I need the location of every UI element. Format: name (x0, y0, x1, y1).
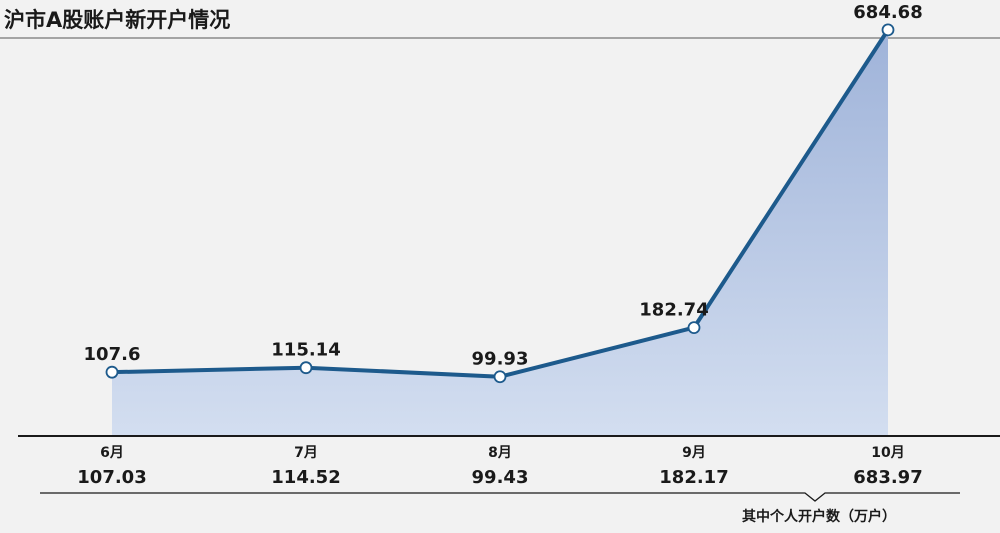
category-label-4: 9月 (682, 445, 706, 461)
secondary-value-2: 114.52 (271, 467, 340, 488)
point-label-2: 115.14 (271, 340, 340, 361)
point-label-3: 99.93 (472, 349, 529, 370)
category-label-5: 10月 (871, 445, 904, 461)
data-point-4 (687, 321, 701, 334)
secondary-value-3: 99.43 (472, 467, 529, 488)
secondary-value-layer: 107.03 114.52 99.43 182.17 683.97 (77, 467, 922, 488)
data-point-2 (299, 361, 313, 375)
marker-layer (105, 23, 895, 384)
data-point-5 (881, 23, 895, 37)
chart-title: 沪市A股账户新开户情况 (4, 8, 230, 32)
category-label-2: 7月 (294, 445, 318, 461)
area-fill (112, 29, 888, 436)
point-label-5: 684.68 (853, 2, 922, 23)
secondary-value-5: 683.97 (853, 467, 922, 488)
caption-pointer-rule (40, 492, 960, 502)
category-label-layer: 6月 7月 8月 9月 10月 (100, 445, 905, 461)
area-layer (112, 29, 888, 436)
data-point-1 (105, 365, 119, 379)
point-label-1: 107.6 (84, 344, 141, 365)
secondary-value-1: 107.03 (77, 467, 146, 488)
secondary-caption: 其中个人开户数（万户） (742, 508, 896, 525)
point-label-4: 182.74 (639, 300, 708, 321)
category-label-3: 8月 (488, 445, 512, 461)
point-label-layer: 107.6 115.14 99.93 182.74 684.68 (84, 2, 923, 370)
category-label-1: 6月 (100, 445, 124, 461)
data-point-3 (493, 370, 507, 384)
secondary-value-4: 182.17 (659, 467, 728, 488)
